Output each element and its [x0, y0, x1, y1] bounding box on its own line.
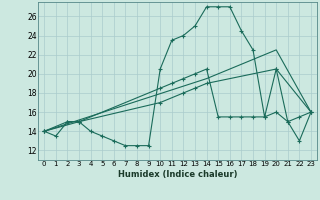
X-axis label: Humidex (Indice chaleur): Humidex (Indice chaleur): [118, 170, 237, 179]
